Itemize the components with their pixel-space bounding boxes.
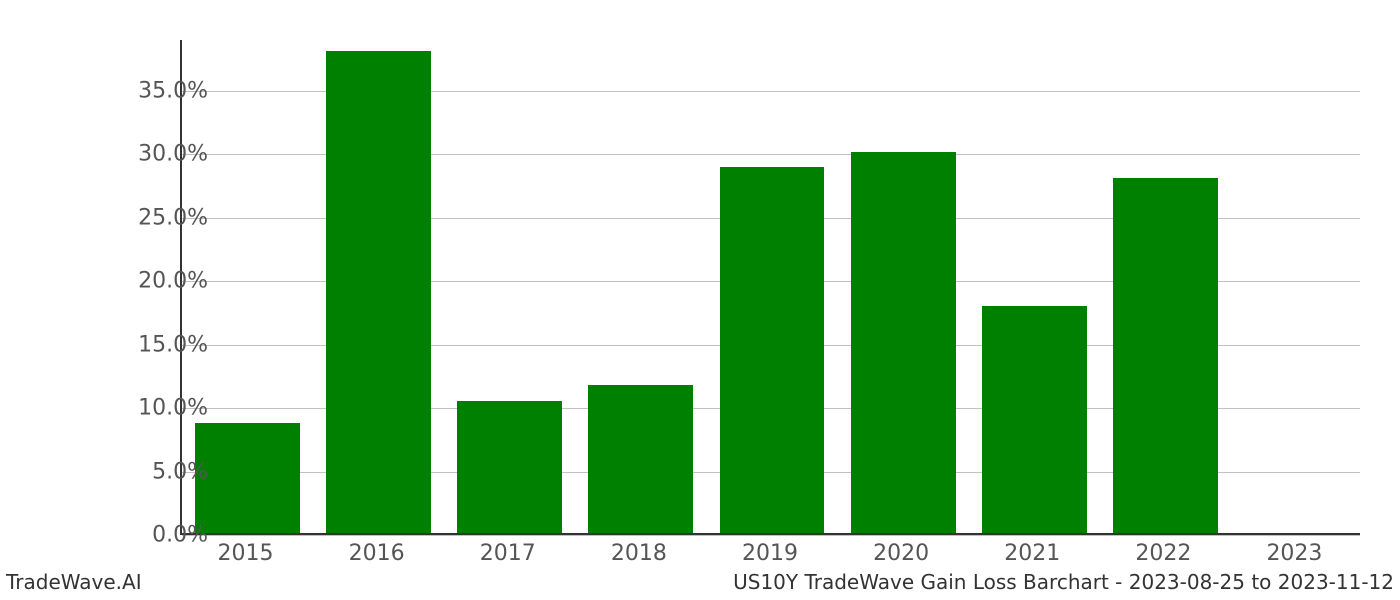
bar	[851, 152, 956, 533]
xtick-label: 2022	[1135, 541, 1191, 566]
bar	[588, 385, 693, 534]
ytick-label: 15.0%	[138, 332, 208, 357]
xtick-label: 2021	[1004, 541, 1060, 566]
bar	[720, 167, 825, 533]
ytick-label: 25.0%	[138, 205, 208, 230]
xtick-label: 2020	[873, 541, 929, 566]
xtick-label: 2023	[1266, 541, 1322, 566]
xtick-label: 2019	[742, 541, 798, 566]
xtick-label: 2016	[349, 541, 405, 566]
plot-region	[180, 40, 1360, 535]
ytick-label: 10.0%	[138, 396, 208, 421]
ytick-label: 5.0%	[152, 459, 208, 484]
bar	[457, 401, 562, 533]
ytick-label: 30.0%	[138, 142, 208, 167]
chart-area	[180, 40, 1360, 535]
ytick-label: 20.0%	[138, 269, 208, 294]
bar	[982, 306, 1087, 533]
footer-right: US10Y TradeWave Gain Loss Barchart - 202…	[733, 570, 1394, 594]
ytick-label: 35.0%	[138, 78, 208, 103]
xtick-label: 2015	[218, 541, 274, 566]
xtick-label: 2018	[611, 541, 667, 566]
bar	[195, 423, 300, 533]
xtick-label: 2017	[480, 541, 536, 566]
bar	[326, 51, 431, 533]
gridline	[182, 535, 1360, 536]
ytick-label: 0.0%	[152, 523, 208, 548]
bar	[1113, 178, 1218, 533]
footer-left: TradeWave.AI	[6, 570, 142, 594]
